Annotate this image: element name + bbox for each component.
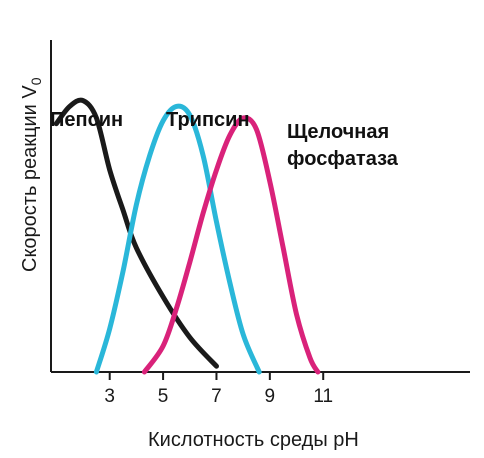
curve-pepsin bbox=[53, 97, 219, 369]
x-axis-label: Кислотность среды pH bbox=[148, 429, 359, 451]
x-tick-label-7: 7 bbox=[211, 386, 222, 407]
y-axis-label: Скорость реакции V0 bbox=[19, 77, 44, 272]
curve-trypsin bbox=[93, 103, 262, 375]
x-tick-label-9: 9 bbox=[265, 386, 276, 407]
series-label-alkaline-phosphatase-line1: Щелочная bbox=[287, 121, 389, 143]
series-label-alkaline-phosphatase-line2: фосфатаза bbox=[287, 148, 399, 170]
curve-alkaline-phosphatase bbox=[141, 115, 321, 375]
series-label-trypsin: Трипсин bbox=[166, 109, 250, 131]
series-lines bbox=[53, 97, 321, 375]
x-tick-label-11: 11 bbox=[313, 386, 333, 407]
y-axis-label-main: Скорость реакции V bbox=[19, 85, 41, 272]
x-tick-label-3: 3 bbox=[104, 386, 115, 407]
series-label-pepsin: Пепсин bbox=[50, 109, 123, 131]
y-axis-label-subscript: 0 bbox=[28, 77, 44, 85]
x-tick-label-5: 5 bbox=[158, 386, 169, 407]
x-ticks: 3 5 7 9 11 bbox=[104, 372, 333, 407]
